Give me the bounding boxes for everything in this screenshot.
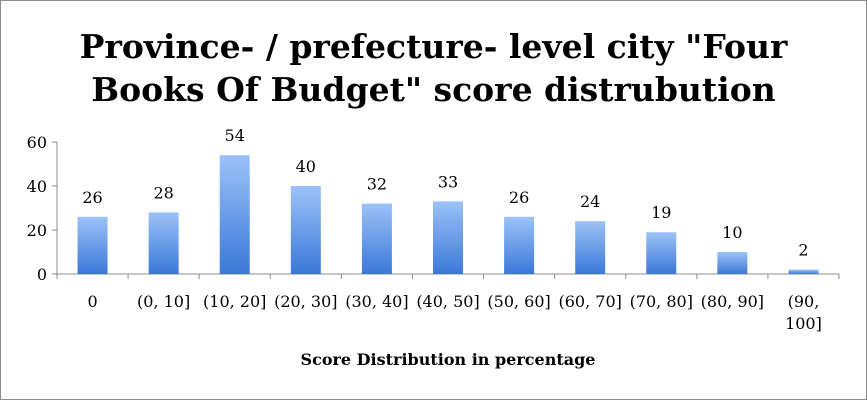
bar bbox=[148, 212, 179, 274]
bar-data-label: 26 bbox=[509, 188, 529, 207]
bar-data-label: 24 bbox=[580, 192, 600, 211]
bar-data-label: 33 bbox=[438, 172, 458, 191]
y-tick-label: 20 bbox=[27, 221, 47, 240]
bar bbox=[717, 252, 748, 274]
axes: 0 20 40 60 0 (0, 10] (10, 20] (20, 30] (30, 40] (… bbox=[27, 133, 840, 333]
x-tick-label: (40, 50] bbox=[416, 292, 479, 311]
x-tick-label: (10, 20] bbox=[203, 292, 266, 311]
bar bbox=[433, 201, 463, 274]
x-tick-label: 0 bbox=[87, 292, 97, 311]
x-tick-label: (20, 30] bbox=[274, 292, 337, 311]
bar bbox=[77, 216, 108, 274]
bar-data-label: 19 bbox=[651, 203, 671, 222]
bar bbox=[788, 269, 819, 274]
bar-data-label: 54 bbox=[225, 126, 245, 145]
y-tick-label: 40 bbox=[27, 177, 47, 196]
x-tick-label: (50, 60] bbox=[487, 292, 550, 311]
x-tick-label: (70, 80] bbox=[630, 292, 693, 311]
x-axis-label: Score Distribution in percentage bbox=[301, 350, 596, 369]
x-tick-label: (90, 100] bbox=[785, 292, 822, 333]
bar bbox=[290, 186, 321, 274]
bar bbox=[361, 203, 392, 274]
data-labels: 26 28 54 40 32 33 26 24 19 10 2 bbox=[82, 126, 808, 259]
bar bbox=[219, 155, 250, 274]
bar-data-label: 28 bbox=[153, 183, 173, 202]
chart-title-line-2: Books Of Budget" score distrubution bbox=[91, 70, 776, 109]
bar bbox=[646, 232, 677, 274]
bar-data-label: 40 bbox=[296, 157, 316, 176]
chart-title: Province- / prefecture- level city "Four… bbox=[1, 25, 866, 111]
bar-data-label: 32 bbox=[367, 175, 387, 194]
bar bbox=[504, 216, 535, 274]
x-tick-label: (0, 10] bbox=[137, 292, 190, 311]
bar bbox=[575, 221, 606, 274]
bar-data-label: 10 bbox=[722, 223, 742, 242]
chart-title-line-1: Province- / prefecture- level city "Four bbox=[79, 27, 788, 66]
x-tick-label: (30, 40] bbox=[345, 292, 408, 311]
bar-data-label: 26 bbox=[82, 188, 102, 207]
x-tick-label: (60, 70] bbox=[558, 292, 621, 311]
x-tick-label: (80, 90] bbox=[701, 292, 764, 311]
bars bbox=[77, 155, 819, 274]
bar-data-label: 2 bbox=[798, 241, 808, 260]
y-tick-label: 0 bbox=[37, 265, 47, 284]
y-tick-label: 60 bbox=[27, 133, 47, 152]
